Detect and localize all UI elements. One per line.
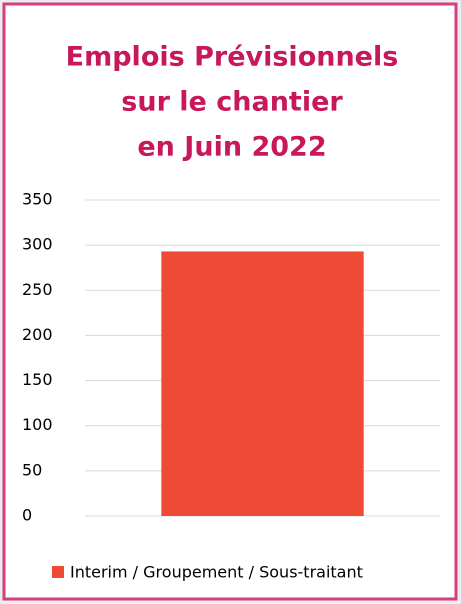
y-tick-label: 150 (22, 370, 53, 389)
legend-label: Interim / Groupement / Sous-traitant (70, 563, 363, 582)
y-tick-label: 50 (22, 460, 42, 479)
y-tick-label: 350 (22, 190, 53, 209)
bar (161, 251, 364, 516)
y-tick-label: 200 (22, 325, 53, 344)
chart-title: Emplois Prévisionnels (66, 42, 399, 73)
y-tick-label: 100 (22, 415, 53, 434)
chart-title: en Juin 2022 (137, 132, 326, 163)
chart-title: sur le chantier (121, 87, 343, 118)
y-tick-label: 300 (22, 235, 53, 254)
legend-swatch (52, 566, 64, 578)
y-tick-label: 250 (22, 280, 53, 299)
y-tick-label: 0 (22, 506, 32, 525)
